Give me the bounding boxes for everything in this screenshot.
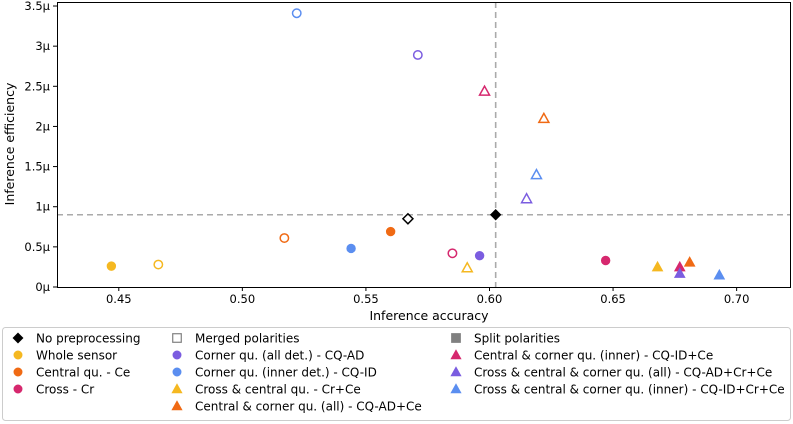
legend-label-cross-central-corner-qu-all-cq-ad-cr-ce: Cross & central & corner qu. (all) - CQ-… [474, 366, 772, 380]
legend-label-corner-qu-inner-det-cq-id: Corner qu. (inner det.) - CQ-ID [195, 366, 377, 380]
legend-label-cross-central-qu-cr-ce: Cross & central qu. - Cr+Ce [195, 383, 361, 397]
point-central-qu-ce-split-circle-icon [385, 226, 396, 237]
legend-label-central-corner-qu-all-cq-ad-ce: Central & corner qu. (all) - CQ-AD+Ce [195, 400, 422, 414]
y-tick-label: 0.5µ [24, 240, 50, 254]
legend-cross-cr-icon [13, 384, 23, 394]
x-tick-label: 0.45 [106, 292, 132, 306]
point-corner-qu-all-det-cq-ad-split-circle-icon [474, 250, 485, 261]
x-tick-label: 0.70 [724, 292, 750, 306]
x-tick-label: 0.50 [230, 292, 256, 306]
legend-label-no-preprocessing: No preprocessing [36, 332, 140, 346]
x-tick-label: 0.55 [353, 292, 379, 306]
legend-cross-central-qu-cr-ce-icon [171, 383, 183, 394]
legend-cross-central-corner-qu-inner-cq-id-cr-ce-icon [450, 383, 462, 394]
legend-split-polarities-icon [451, 333, 461, 343]
y-axis-ticks: 0µ 0.5µ 1µ 1.5µ 2µ 2.5µ 3µ 3.5µ [24, 0, 57, 294]
legend-corner-qu-inner-det-cq-id-icon [172, 367, 182, 377]
data-points [106, 8, 726, 280]
y-tick-label: 2µ [35, 119, 50, 133]
point-no-preprocessing-split-diamond-icon [489, 209, 502, 221]
y-tick-label: 1.5µ [24, 160, 50, 174]
y-tick-label: 1µ [35, 200, 50, 214]
x-axis-label: Inference accuracy [369, 308, 489, 323]
legend-label-merged-polarities: Merged polarities [195, 332, 299, 346]
x-tick-label: 0.65 [600, 292, 626, 306]
legend-label-cross-cr: Cross - Cr [36, 383, 94, 397]
legend-cross-central-corner-qu-all-cq-ad-cr-ce-icon [450, 366, 462, 377]
point-central-qu-ce-merged-circle-icon [279, 233, 290, 243]
point-corner-qu-all-det-cq-ad-merged-circle-icon [412, 50, 423, 60]
point-central-corner-qu-all-cq-ad-ce-split-triangle-icon [683, 256, 696, 267]
point-central-corner-qu-all-cq-ad-ce-merged-triangle-icon [537, 111, 551, 124]
legend-central-qu-ce-icon [13, 367, 23, 377]
reference-lines [57, 2, 791, 287]
y-tick-label: 3.5µ [24, 0, 50, 13]
legend-label-whole-sensor: Whole sensor [36, 349, 117, 363]
legend-label-split-polarities: Split polarities [474, 332, 560, 346]
point-whole-sensor-merged-circle-icon [153, 259, 164, 270]
point-cross-cr-split-circle-icon [600, 255, 611, 266]
y-tick-label: 2.5µ [24, 79, 50, 93]
point-cross-central-corner-qu-inner-cq-id-cr-ce-split-triangle-icon [713, 268, 726, 280]
x-tick-label: 0.60 [477, 292, 503, 306]
legend-box [2, 327, 791, 421]
point-cross-central-corner-qu-inner-cq-id-cr-ce-merged-triangle-icon [530, 168, 543, 180]
x-axis-ticks: 0.45 0.50 0.55 0.60 0.65 0.70 [106, 287, 749, 306]
legend-label-central-qu-ce: Central qu. - Ce [36, 366, 130, 380]
point-cross-central-corner-qu-all-cq-ad-cr-ce-split-triangle-icon [673, 267, 686, 278]
point-cross-central-qu-cr-ce-merged-triangle-icon [460, 261, 474, 273]
point-corner-qu-inner-det-cq-id-merged-circle-icon [291, 8, 302, 19]
y-axis-label: Inference efficiency [2, 82, 17, 205]
y-tick-label: 3µ [35, 39, 50, 53]
legend-label-central-corner-qu-inner-cq-id-ce: Central & corner qu. (inner) - CQ-ID+Ce [474, 349, 713, 363]
point-cross-central-qu-cr-ce-split-triangle-icon [651, 260, 664, 272]
legend-merged-polarities-icon [172, 333, 182, 343]
point-central-corner-qu-inner-cq-id-ce-merged-triangle-icon [478, 84, 491, 96]
legend-label-corner-qu-all-det-cq-ad: Corner qu. (all det.) - CQ-AD [195, 349, 364, 363]
legend-corner-qu-all-det-cq-ad-icon [172, 350, 182, 360]
point-corner-qu-inner-det-cq-id-split-circle-icon [346, 243, 356, 254]
legend-central-corner-qu-inner-cq-id-ce-icon [450, 349, 462, 360]
point-whole-sensor-split-circle-icon [106, 261, 117, 271]
y-tick-label: 0µ [35, 280, 50, 294]
point-cross-central-corner-qu-all-cq-ad-cr-ce-merged-triangle-icon [520, 192, 533, 204]
plot-area-frame [57, 2, 791, 288]
legend-no-preprocessing-icon [12, 332, 24, 344]
legend-whole-sensor-icon [13, 350, 23, 360]
legend-label-cross-central-corner-qu-inner-cq-id-cr-ce: Cross & central & corner qu. (inner) - C… [474, 383, 785, 397]
point-no-preprocessing-merged-diamond-icon [401, 212, 414, 225]
legend-central-corner-qu-all-cq-ad-ce-icon [171, 400, 183, 411]
point-cross-cr-merged-circle-icon [447, 248, 458, 259]
legend: No preprocessing Whole sensor Central qu. … [12, 332, 785, 414]
